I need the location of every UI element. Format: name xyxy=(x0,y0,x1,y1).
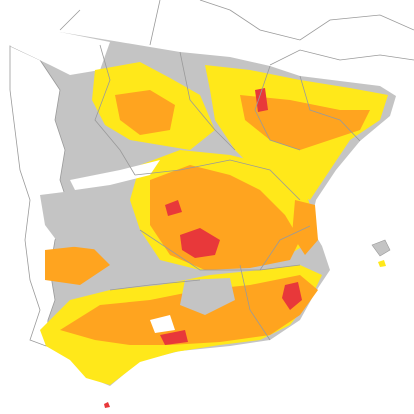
no-data-area xyxy=(70,160,160,190)
ceuta xyxy=(104,402,110,408)
risk-area xyxy=(45,245,110,285)
high-risk-area xyxy=(255,88,268,112)
risk-area xyxy=(240,95,370,150)
risk-area xyxy=(292,200,318,255)
region-borders xyxy=(94,44,361,341)
portugal-land xyxy=(9,45,71,347)
gray-area xyxy=(40,190,130,250)
north-white xyxy=(10,32,110,75)
high-risk-area xyxy=(165,200,182,216)
no-data-area xyxy=(150,315,175,333)
high-risk-area xyxy=(180,228,220,258)
high-risk-area xyxy=(160,330,188,345)
balearic-island xyxy=(378,260,386,267)
risk-area xyxy=(60,275,318,345)
gray-area xyxy=(180,278,235,315)
neighbour-borders xyxy=(59,0,414,66)
high-risk-area xyxy=(282,282,302,310)
balearic-island xyxy=(371,239,391,257)
risk-area xyxy=(115,90,175,135)
